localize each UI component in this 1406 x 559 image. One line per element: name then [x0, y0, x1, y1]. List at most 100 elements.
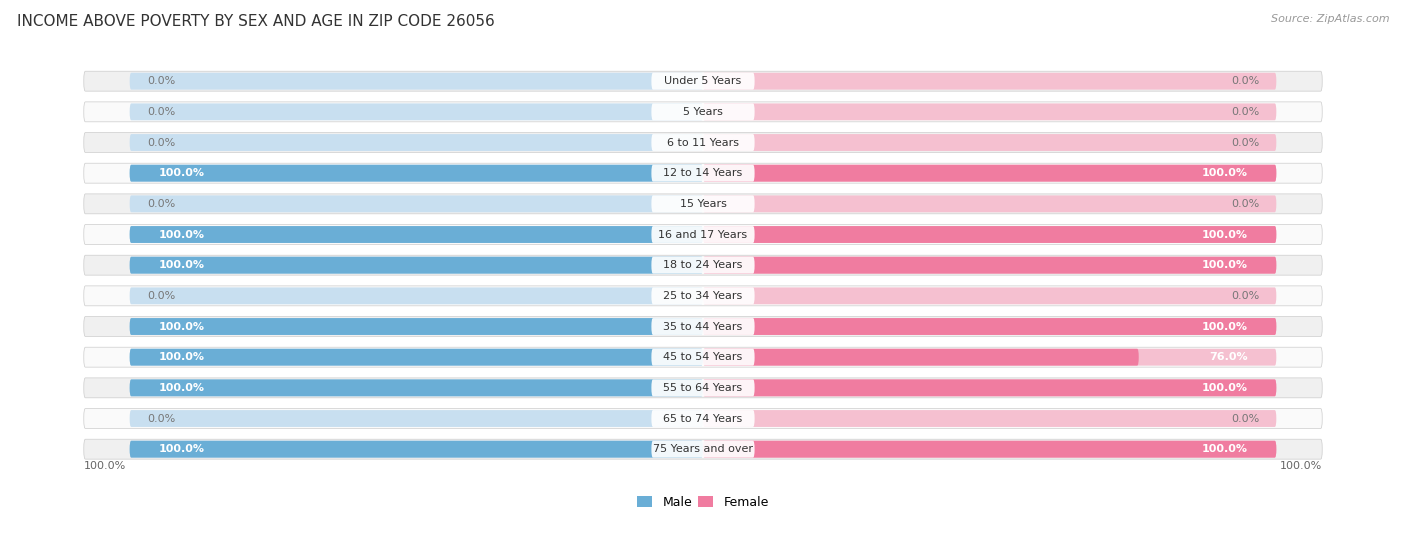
- FancyBboxPatch shape: [84, 102, 1322, 122]
- FancyBboxPatch shape: [703, 196, 1277, 212]
- FancyBboxPatch shape: [129, 440, 703, 458]
- Text: 25 to 34 Years: 25 to 34 Years: [664, 291, 742, 301]
- Text: Under 5 Years: Under 5 Years: [665, 76, 741, 86]
- FancyBboxPatch shape: [703, 380, 1277, 396]
- Text: 0.0%: 0.0%: [146, 76, 176, 86]
- FancyBboxPatch shape: [703, 440, 1277, 458]
- Text: 100.0%: 100.0%: [159, 230, 204, 239]
- FancyBboxPatch shape: [703, 318, 1277, 335]
- FancyBboxPatch shape: [84, 71, 1322, 91]
- Legend: Male, Female: Male, Female: [633, 491, 773, 514]
- FancyBboxPatch shape: [84, 132, 1322, 153]
- FancyBboxPatch shape: [84, 439, 1322, 459]
- FancyBboxPatch shape: [129, 134, 703, 151]
- FancyBboxPatch shape: [703, 410, 1277, 427]
- Text: 76.0%: 76.0%: [1209, 352, 1247, 362]
- Text: 55 to 64 Years: 55 to 64 Years: [664, 383, 742, 393]
- FancyBboxPatch shape: [129, 318, 703, 335]
- Text: 0.0%: 0.0%: [1230, 199, 1260, 209]
- FancyBboxPatch shape: [651, 196, 755, 212]
- Text: 100.0%: 100.0%: [159, 168, 204, 178]
- Text: 0.0%: 0.0%: [1230, 414, 1260, 424]
- FancyBboxPatch shape: [703, 380, 1277, 396]
- Text: 35 to 44 Years: 35 to 44 Years: [664, 321, 742, 331]
- Text: 100.0%: 100.0%: [1202, 260, 1247, 270]
- FancyBboxPatch shape: [84, 347, 1322, 367]
- FancyBboxPatch shape: [703, 226, 1277, 243]
- Text: 100.0%: 100.0%: [1279, 461, 1322, 471]
- Text: 100.0%: 100.0%: [1202, 383, 1247, 393]
- Text: 100.0%: 100.0%: [1202, 321, 1247, 331]
- Text: 15 Years: 15 Years: [679, 199, 727, 209]
- Text: 16 and 17 Years: 16 and 17 Years: [658, 230, 748, 239]
- FancyBboxPatch shape: [651, 287, 755, 304]
- FancyBboxPatch shape: [129, 380, 703, 396]
- FancyBboxPatch shape: [703, 287, 1277, 304]
- FancyBboxPatch shape: [129, 257, 703, 273]
- FancyBboxPatch shape: [84, 286, 1322, 306]
- Text: 100.0%: 100.0%: [1202, 230, 1247, 239]
- Text: 5 Years: 5 Years: [683, 107, 723, 117]
- Text: 100.0%: 100.0%: [159, 321, 204, 331]
- Text: 65 to 74 Years: 65 to 74 Years: [664, 414, 742, 424]
- FancyBboxPatch shape: [703, 349, 1277, 366]
- FancyBboxPatch shape: [651, 440, 755, 458]
- Text: 6 to 11 Years: 6 to 11 Years: [666, 138, 740, 148]
- Text: 100.0%: 100.0%: [159, 260, 204, 270]
- FancyBboxPatch shape: [129, 226, 703, 243]
- FancyBboxPatch shape: [703, 318, 1277, 335]
- Text: 0.0%: 0.0%: [1230, 138, 1260, 148]
- FancyBboxPatch shape: [129, 226, 703, 243]
- FancyBboxPatch shape: [129, 165, 703, 182]
- FancyBboxPatch shape: [703, 226, 1277, 243]
- Text: 0.0%: 0.0%: [1230, 107, 1260, 117]
- FancyBboxPatch shape: [703, 349, 1139, 366]
- Text: 0.0%: 0.0%: [146, 414, 176, 424]
- FancyBboxPatch shape: [129, 349, 703, 366]
- FancyBboxPatch shape: [703, 440, 1277, 458]
- FancyBboxPatch shape: [84, 409, 1322, 429]
- FancyBboxPatch shape: [651, 349, 755, 366]
- FancyBboxPatch shape: [651, 165, 755, 182]
- FancyBboxPatch shape: [129, 287, 703, 304]
- Text: 45 to 54 Years: 45 to 54 Years: [664, 352, 742, 362]
- Text: Source: ZipAtlas.com: Source: ZipAtlas.com: [1271, 14, 1389, 24]
- FancyBboxPatch shape: [129, 73, 703, 89]
- Text: INCOME ABOVE POVERTY BY SEX AND AGE IN ZIP CODE 26056: INCOME ABOVE POVERTY BY SEX AND AGE IN Z…: [17, 14, 495, 29]
- FancyBboxPatch shape: [703, 165, 1277, 182]
- Text: 0.0%: 0.0%: [1230, 291, 1260, 301]
- FancyBboxPatch shape: [703, 257, 1277, 273]
- Text: 0.0%: 0.0%: [146, 138, 176, 148]
- Text: 100.0%: 100.0%: [1202, 444, 1247, 454]
- Text: 100.0%: 100.0%: [1202, 168, 1247, 178]
- FancyBboxPatch shape: [129, 349, 703, 366]
- FancyBboxPatch shape: [84, 378, 1322, 398]
- Text: 0.0%: 0.0%: [146, 107, 176, 117]
- FancyBboxPatch shape: [703, 73, 1277, 89]
- FancyBboxPatch shape: [129, 196, 703, 212]
- FancyBboxPatch shape: [129, 380, 703, 396]
- Text: 0.0%: 0.0%: [146, 291, 176, 301]
- FancyBboxPatch shape: [129, 165, 703, 182]
- FancyBboxPatch shape: [651, 318, 755, 335]
- FancyBboxPatch shape: [129, 440, 703, 458]
- Text: 12 to 14 Years: 12 to 14 Years: [664, 168, 742, 178]
- Text: 100.0%: 100.0%: [159, 444, 204, 454]
- FancyBboxPatch shape: [84, 255, 1322, 275]
- FancyBboxPatch shape: [703, 103, 1277, 120]
- FancyBboxPatch shape: [129, 103, 703, 120]
- FancyBboxPatch shape: [84, 225, 1322, 244]
- FancyBboxPatch shape: [84, 316, 1322, 337]
- FancyBboxPatch shape: [703, 134, 1277, 151]
- Text: 100.0%: 100.0%: [159, 383, 204, 393]
- Text: 100.0%: 100.0%: [84, 461, 127, 471]
- FancyBboxPatch shape: [651, 103, 755, 120]
- Text: 75 Years and over: 75 Years and over: [652, 444, 754, 454]
- FancyBboxPatch shape: [651, 257, 755, 273]
- FancyBboxPatch shape: [651, 73, 755, 89]
- FancyBboxPatch shape: [651, 134, 755, 151]
- Text: 100.0%: 100.0%: [159, 352, 204, 362]
- FancyBboxPatch shape: [129, 318, 703, 335]
- Text: 0.0%: 0.0%: [1230, 76, 1260, 86]
- FancyBboxPatch shape: [84, 194, 1322, 214]
